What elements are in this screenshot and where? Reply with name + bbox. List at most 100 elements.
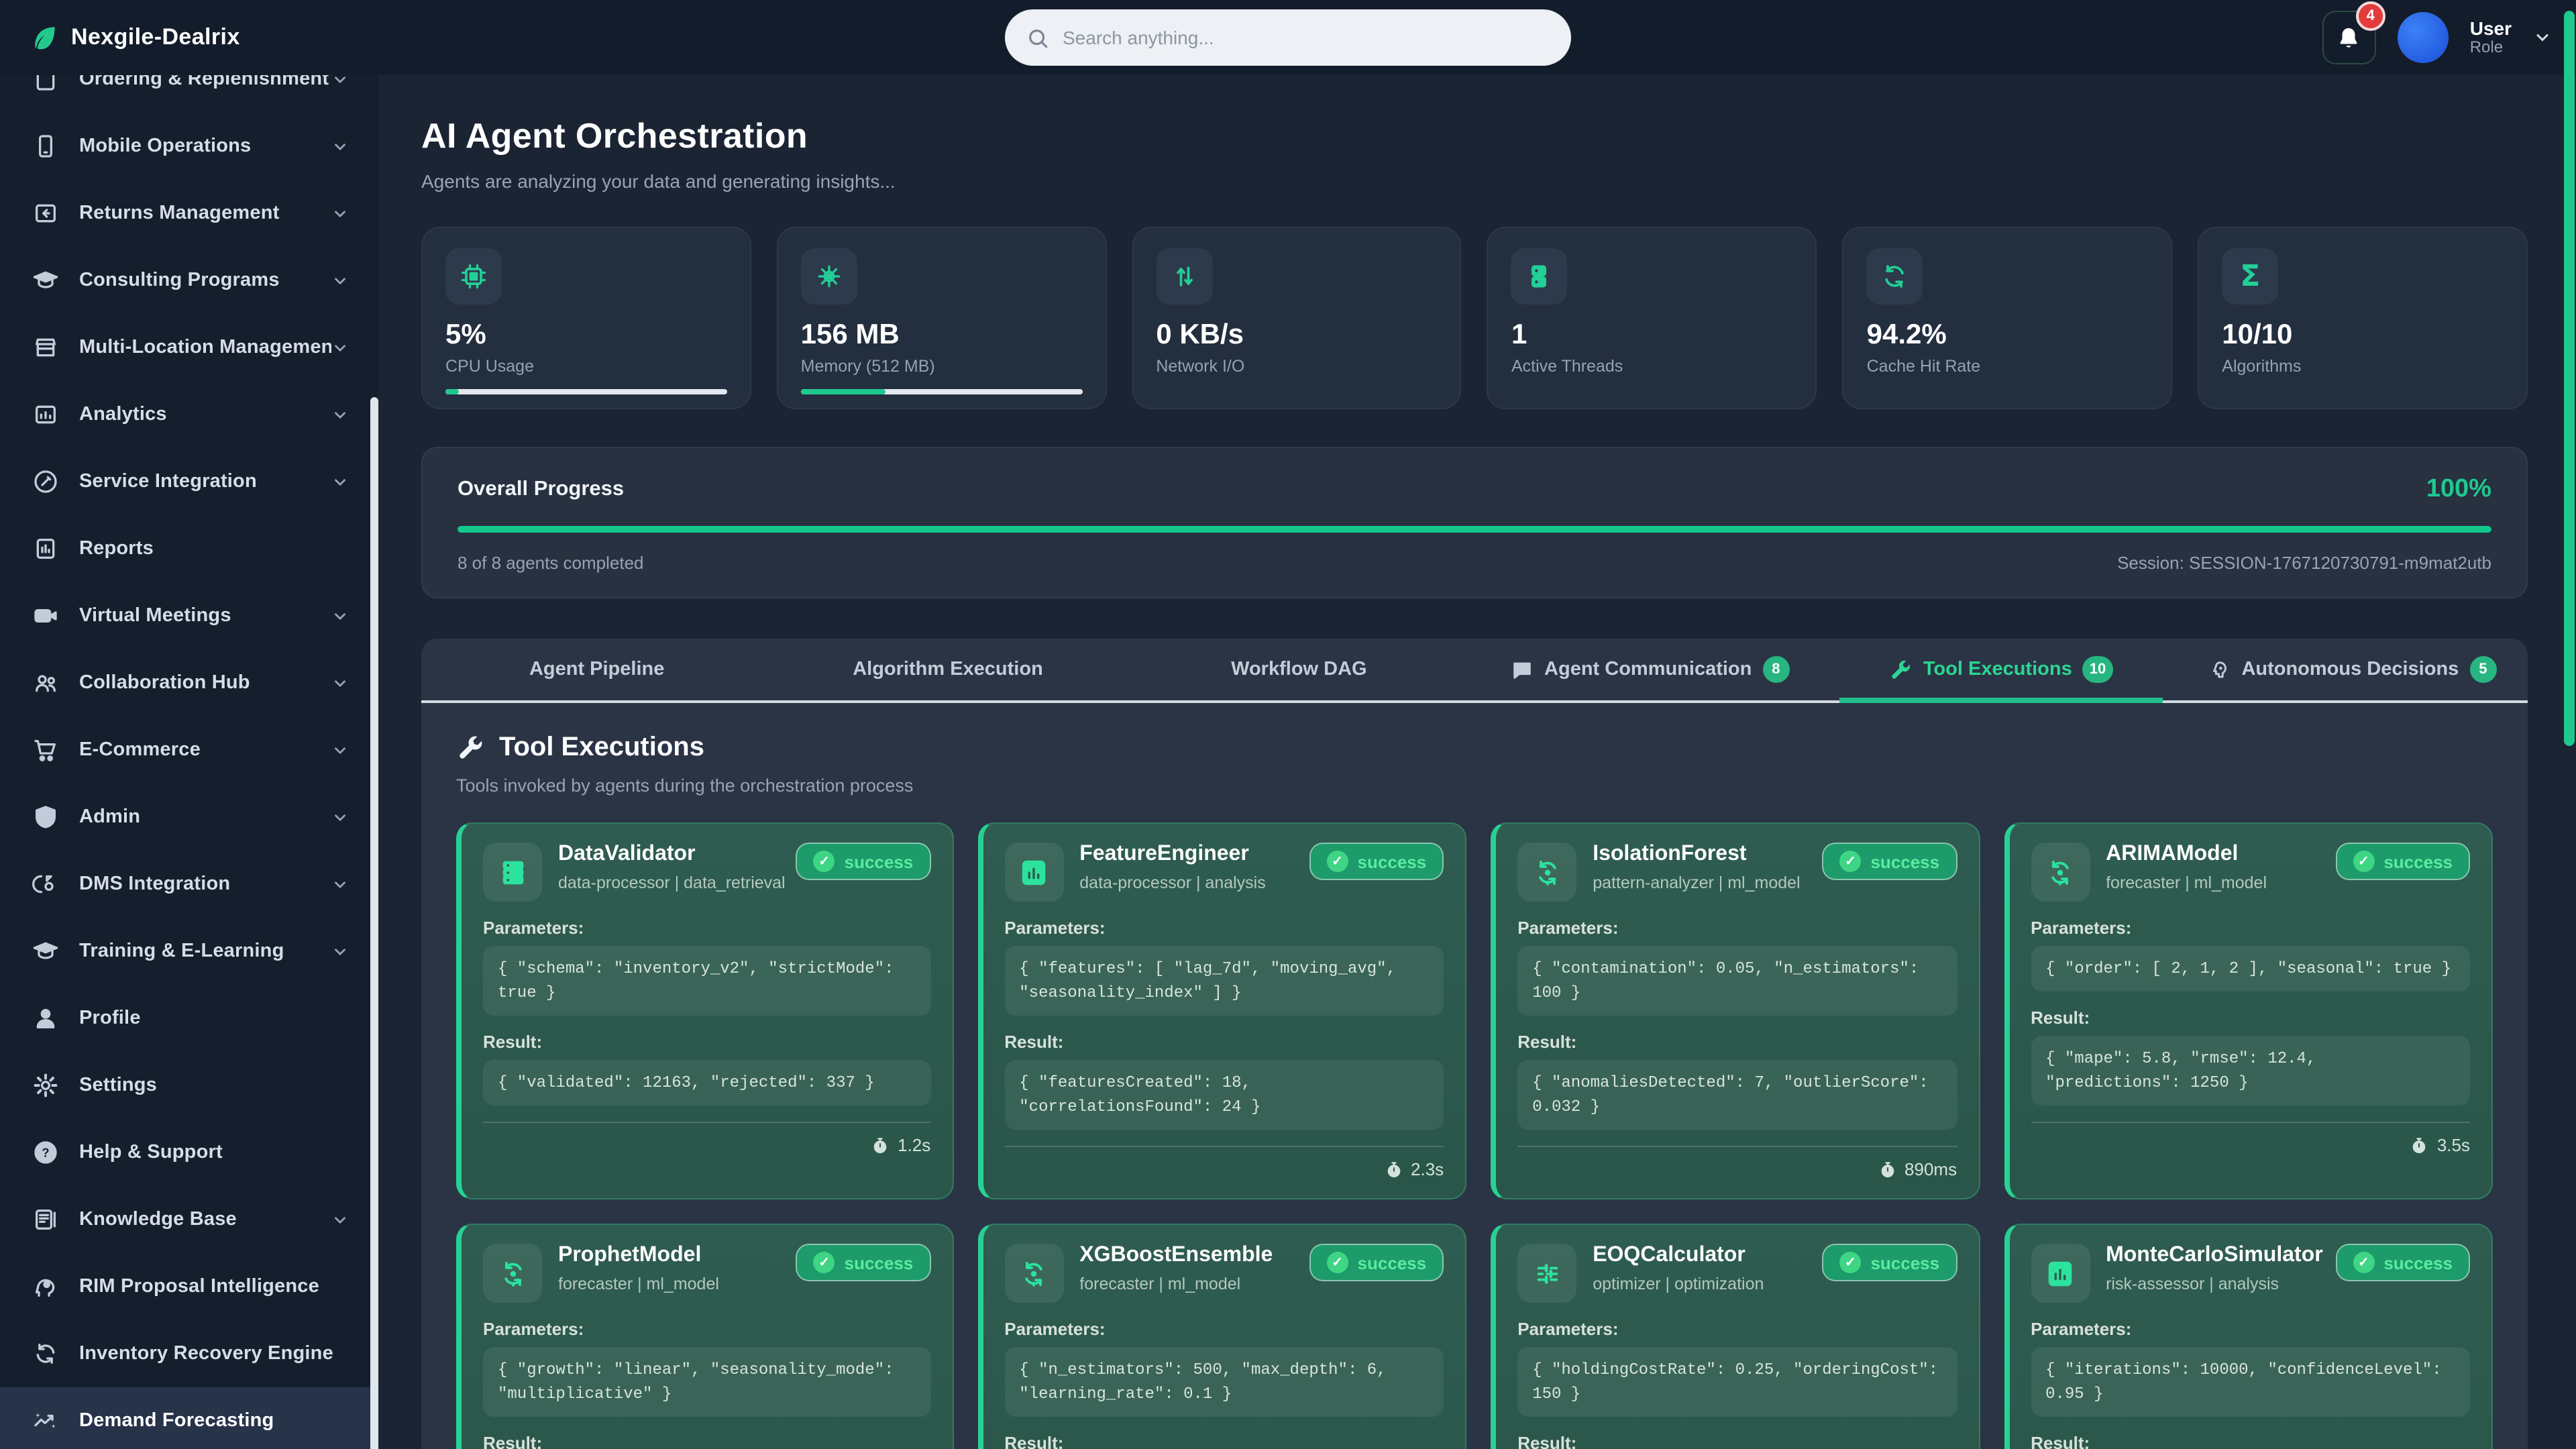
sidebar-item-label: Returns Management [79,203,331,224]
result-label: Result: [483,1032,930,1052]
session-id-text: Session: SESSION-1767120730791-m9mat2utb [2117,553,2491,573]
user-info[interactable]: User Role [2470,17,2512,58]
sidebar-item-mobile-operations[interactable]: Mobile Operations [0,113,378,180]
sidebar-item-label: Inventory Recovery Engine [79,1343,349,1364]
tab-agent-pipeline[interactable]: Agent Pipeline [421,639,772,700]
global-search[interactable] [1005,9,1571,66]
sidebar-item-inventory-recovery-engine[interactable]: Inventory Recovery Engine [0,1320,378,1387]
header-right: 4 User Role [2322,0,2552,75]
tool-name: EOQCalculator [1593,1244,1811,1268]
bar-chart-icon [32,401,59,428]
sidebar-item-ordering-replenishment[interactable]: Ordering & Replenishment [0,75,378,113]
tool-card-montecarlosimulator: MonteCarloSimulatorrisk-assessor | analy… [2004,1224,2493,1449]
brand[interactable]: Nexgile-Dealrix [0,23,402,52]
tab-workflow-dag[interactable]: Workflow DAG [1124,639,1474,700]
sidebar-item-analytics[interactable]: Analytics [0,381,378,448]
status-text: success [1870,851,1939,871]
sidebar-item-virtual-meetings[interactable]: Virtual Meetings [0,582,378,649]
stat-label: Algorithms [2222,357,2504,376]
tab-agent-communication[interactable]: Agent Communication8 [1474,639,1825,700]
sidebar-item-multi-location-management[interactable]: Multi-Location Management [0,314,378,381]
app-root: Nexgile-Dealrix 4 User Role [0,0,2576,1449]
sidebar-item-label: Ordering & Replenishment [79,75,331,90]
brand-name: Nexgile-Dealrix [71,24,240,51]
sidebar-item-admin[interactable]: Admin [0,784,378,851]
stopwatch-icon [1384,1160,1403,1179]
stat-value: 10/10 [2222,319,2504,352]
sidebar-item-help-support[interactable]: ?Help & Support [0,1119,378,1186]
sidebar-item-e-commerce[interactable]: E-Commerce [0,716,378,784]
parameters-code: { "schema": "inventory_v2", "strictMode"… [483,946,930,1016]
sigma-icon: Σ [2222,248,2278,305]
cart-icon [32,737,59,763]
tab-tool-executions[interactable]: Tool Executions10 [1825,639,2176,700]
page-scrollbar-thumb[interactable] [2564,11,2575,746]
sidebar-item-collaboration-hub[interactable]: Collaboration Hub [0,649,378,716]
status-badge: ✓success [1309,843,1444,880]
sidebar-item-profile[interactable]: Profile [0,985,378,1052]
chevron-down-icon [331,272,349,289]
sidebar-item-consulting-programs[interactable]: Consulting Programs [0,247,378,314]
sidebar-item-label: Collaboration Hub [79,672,331,694]
sidebar-item-demand-forecasting[interactable]: Demand Forecasting [0,1387,378,1449]
status-badge: ✓success [1822,1244,1957,1281]
cpucycle-icon [1004,1244,1063,1303]
tab-badge: 10 [2083,656,2113,683]
parameters-label: Parameters: [1004,918,1444,938]
tool-name: XGBoostEnsemble [1079,1244,1298,1268]
sidebar-item-label: E-Commerce [79,739,331,761]
sidebar-item-label: Training & E-Learning [79,941,331,962]
tab-badge: 8 [1762,656,1789,683]
notifications-button[interactable]: 4 [2322,11,2376,64]
overall-progress-bar [458,526,2491,533]
svg-text:?: ? [42,1146,49,1160]
sidebar-item-label: Service Integration [79,471,331,492]
sidebar-item-reports[interactable]: Reports [0,515,378,582]
result-label: Result: [1517,1032,1957,1052]
integration-icon [32,871,59,898]
wrench-circle-icon [32,468,59,495]
chevron-down-icon[interactable] [2533,28,2552,47]
sidebar-item-training-e-learning[interactable]: Training & E-Learning [0,918,378,985]
tab-autonomous-decisions[interactable]: Autonomous Decisions5 [2177,639,2528,700]
tab-algorithm-execution[interactable]: Algorithm Execution [772,639,1123,700]
tool-name: ARIMAModel [2106,843,2324,867]
status-text: success [845,851,914,871]
check-circle-icon: ✓ [1839,851,1861,872]
sidebar-item-dms-integration[interactable]: DMS Integration [0,851,378,918]
result-code: { "anomaliesDetected": 7, "outlierScore"… [1517,1060,1957,1130]
sidebar-item-label: Virtual Meetings [79,605,331,627]
memory-icon [801,248,857,305]
overall-progress-percent: 100% [2426,475,2491,504]
sidebar-item-service-integration[interactable]: Service Integration [0,448,378,515]
overall-progress-panel: Overall Progress 100% 8 of 8 agents comp… [421,447,2528,598]
stat-progress-bar [801,389,1083,394]
tool-meta: forecaster | ml_model [558,1275,786,1293]
tool-name: MonteCarloSimulator [2106,1244,2324,1268]
status-text: success [1358,1252,1427,1273]
chevron-down-icon [331,741,349,759]
search-input[interactable] [1063,27,1550,48]
top-header: Nexgile-Dealrix 4 User Role [0,0,2576,75]
refresh-icon [32,1340,59,1367]
tool-meta: optimizer | optimization [1593,1275,1811,1293]
sidebar-scrollbar-thumb[interactable] [370,397,378,1449]
tabs-row: Agent PipelineAlgorithm ExecutionWorkflo… [421,639,2528,703]
tool-footer: 1.2s [483,1122,930,1155]
sidebar-item-rim-proposal-intelligence[interactable]: RIM Proposal Intelligence [0,1253,378,1320]
stat-label: Memory (512 MB) [801,357,1083,376]
parameters-label: Parameters: [1004,1319,1444,1339]
sidebar-item-returns-management[interactable]: Returns Management [0,180,378,247]
sidebar-item-knowledge-base[interactable]: Knowledge Base [0,1186,378,1253]
gear-icon [32,1072,59,1099]
sidebar-item-settings[interactable]: Settings [0,1052,378,1119]
avatar[interactable] [2398,12,2449,63]
stat-card-active-threads: 1Active Threads [1487,227,1817,409]
sidebar-scrollbar[interactable] [370,75,378,1449]
result-code: { "mape": 5.8, "rmse": 12.4, "prediction… [2031,1036,2470,1106]
brain-icon [2208,658,2231,681]
check-circle-icon: ✓ [1839,1252,1861,1273]
parameters-label: Parameters: [2031,1319,2470,1339]
tool-meta: pattern-analyzer | ml_model [1593,873,1811,892]
wrench-icon [456,734,484,762]
